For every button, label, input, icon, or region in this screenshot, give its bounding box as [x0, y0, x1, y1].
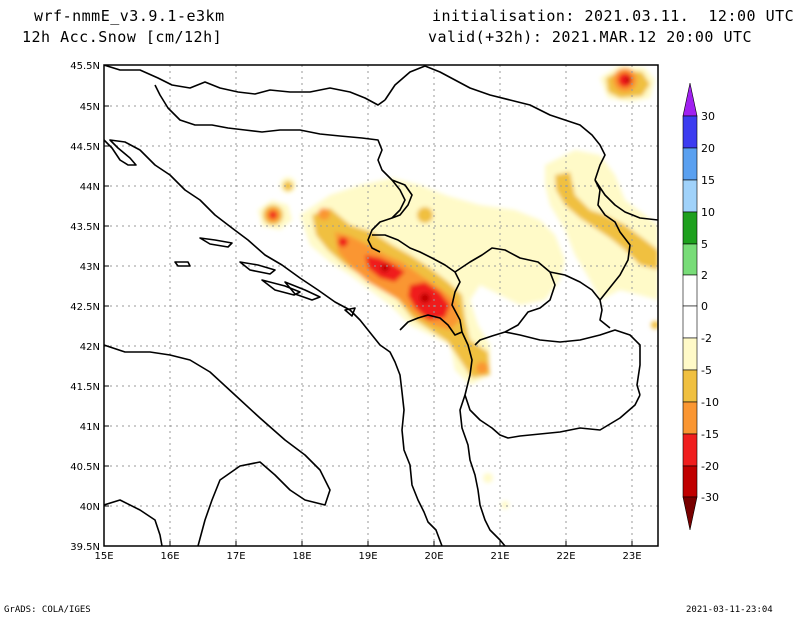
lat-tick-label: 43N [80, 262, 100, 273]
colorbar-label: 15 [701, 174, 715, 187]
colorbar-label: -20 [701, 460, 719, 473]
slovenia-croatia-border [104, 65, 386, 106]
lon-tick-label: 23E [622, 551, 641, 562]
colorbar-swatch [682, 433, 698, 467]
snow-dot [381, 264, 389, 272]
snow-dot [283, 181, 293, 191]
snow-dot [338, 237, 348, 247]
colorbar-swatch [682, 115, 698, 149]
snow-dot [501, 501, 509, 509]
colorbar-swatch [682, 243, 698, 276]
colorbar-swatch [682, 401, 698, 435]
lat-tick-label: 45.5N [70, 61, 100, 72]
greece-border [459, 394, 506, 546]
snow-dot [625, 77, 631, 83]
lat-tick-label: 41N [80, 422, 100, 433]
snow-field [258, 65, 658, 509]
colorbar-labels: 30 20 15 10 5 2 0 -2 -5 -10 -15 -20 -30 [701, 110, 719, 504]
colorbar-swatch [682, 465, 698, 498]
lon-tick-label: 21E [490, 551, 509, 562]
lat-tick-label: 40.5N [70, 462, 100, 473]
italy-coastline [104, 344, 331, 546]
lon-tick-label: 17E [226, 551, 245, 562]
lon-tick-label: 22E [556, 551, 575, 562]
snow-dot [318, 208, 330, 220]
colorbar-label: -15 [701, 428, 719, 441]
lat-tick-label: 44.5N [70, 142, 100, 153]
model-label: wrf-nmmE_v3.9.1-e3km [34, 7, 225, 25]
map-lines [104, 65, 658, 546]
colorbar-top-arrow [682, 82, 698, 117]
bulgaria-border [549, 271, 611, 329]
colorbar-label: 5 [701, 238, 708, 251]
grads-credit: GrADS: COLA/IGES [4, 605, 91, 615]
colorbar-swatch [682, 274, 698, 307]
frame-ticks [104, 64, 633, 546]
init-time: initialisation: 2021.03.11. 12:00 UTC [432, 7, 795, 25]
colorbar-label: 0 [701, 300, 708, 313]
lon-tick-label: 15E [94, 551, 113, 562]
colorbar-label: 10 [701, 206, 715, 219]
snow-dot [651, 321, 658, 329]
colorbar-label: -30 [701, 491, 719, 504]
montenegro-border [372, 234, 463, 336]
lon-tick-label: 18E [292, 551, 311, 562]
lat-tick-label: 40N [80, 502, 100, 513]
colorbar-label: 2 [701, 269, 708, 282]
lat-tick-label: 39.5N [70, 542, 100, 553]
valid-time: valid(+32h): 2021.MAR.12 20:00 UTC [428, 28, 753, 46]
lat-tick-label: 43.5N [70, 222, 100, 233]
croatia-bosnia-border [154, 84, 406, 219]
colorbar-label: 30 [701, 110, 715, 123]
colorbar-swatch [682, 147, 698, 181]
lat-tick-label: 42.5N [70, 302, 100, 313]
snow-dot [417, 207, 433, 223]
lat-tick-label: 45N [80, 102, 100, 113]
albania-border [461, 331, 641, 439]
serbia-bulgaria-border [594, 179, 631, 301]
lat-tick-label: 42N [80, 342, 100, 353]
colorbar-label: -2 [701, 332, 712, 345]
colorbar-swatch [682, 179, 698, 213]
hungary-serbia-border [384, 65, 426, 101]
render-timestamp: 2021-03-11-23:04 [686, 605, 773, 615]
serbia-kosovo-border [454, 247, 556, 346]
danube-border [594, 179, 658, 221]
colorbar-swatch [682, 211, 698, 245]
colorbar-label: -5 [701, 364, 712, 377]
macedonia-border [504, 329, 641, 396]
colorbar [682, 82, 698, 531]
romania-border [424, 65, 606, 181]
bosnia-serbia-border [367, 179, 413, 253]
colorbar-label: -10 [701, 396, 719, 409]
colorbar-bottom-arrow [682, 496, 698, 531]
snow-dot [420, 293, 430, 303]
lat-labels: 45.5N 45N 44.5N 44N 43.5N 43N 42.5N 42N … [70, 61, 100, 553]
snow-dot [483, 473, 493, 483]
field-label: 12h Acc.Snow [cm/12h] [22, 28, 223, 46]
lon-tick-label: 20E [424, 551, 443, 562]
lon-tick-label: 16E [160, 551, 179, 562]
map-grid [104, 65, 658, 546]
snow-dot [476, 362, 488, 374]
colorbar-swatch [682, 305, 698, 339]
adriatic-east-coastline [104, 139, 443, 546]
lon-labels: 15E 16E 17E 18E 19E 20E 21E 22E 23E [94, 551, 641, 562]
colorbar-swatch [682, 369, 698, 403]
colorbar-swatch [682, 337, 698, 371]
lat-tick-label: 41.5N [70, 382, 100, 393]
lat-tick-label: 44N [80, 182, 100, 193]
colorbar-label: 20 [701, 142, 715, 155]
lon-tick-label: 19E [358, 551, 377, 562]
snow-dot [269, 211, 277, 219]
